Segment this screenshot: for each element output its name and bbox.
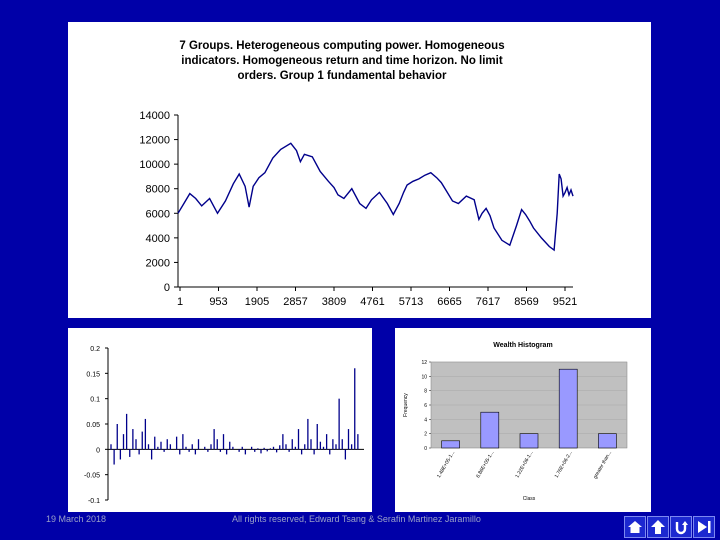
histogram-ylabel: Frequency xyxy=(403,393,409,417)
histogram-category-label: 1.22E+06-1... xyxy=(514,450,534,479)
footer-date: 19 March 2018 xyxy=(46,514,107,524)
return-button[interactable] xyxy=(670,516,692,538)
chart-title-line-2: indicators. Homogeneous return and time … xyxy=(181,55,503,67)
y-tick-label: 14000 xyxy=(139,110,170,122)
up-arrow-icon xyxy=(651,520,665,534)
y-tick-label: 8000 xyxy=(146,184,170,196)
histogram-y-tick-label: 8 xyxy=(424,389,427,395)
wealth-histogram: Wealth Histogram 0 2 4 6 8 10 12 1.48E+05-1...… xyxy=(395,328,651,512)
histogram-category-label: 1.76E+06-2... xyxy=(554,450,574,479)
x-tick-label: 7617 xyxy=(476,296,500,308)
histogram-xlabel: Class xyxy=(523,496,536,502)
histogram-y-tick-label: 12 xyxy=(421,360,427,366)
line-chart-svg: 7 Groups. Heterogeneous computing power.… xyxy=(139,40,577,308)
x-tick-label: 4761 xyxy=(360,296,384,308)
end-button[interactable] xyxy=(693,516,715,538)
footer-copyright: All rights reserved, Edward Tsang & Sera… xyxy=(232,514,481,524)
x-tick-label: 1 xyxy=(177,296,183,308)
histogram-bar xyxy=(558,368,578,449)
returns-y-tick-label: 0 xyxy=(96,447,100,454)
returns-y-tick-label: 0.2 xyxy=(90,346,100,353)
x-tick-label: 5713 xyxy=(399,296,423,308)
x-tick-label: 1905 xyxy=(245,296,269,308)
main-line-chart: 7 Groups. Heterogeneous computing power.… xyxy=(68,22,651,318)
x-tick-label: 2857 xyxy=(283,296,307,308)
histogram-y-tick-label: 4 xyxy=(424,417,427,423)
y-tick-label: 10000 xyxy=(139,159,170,171)
x-tick-label: 3809 xyxy=(322,296,346,308)
returns-y-tick-label: -0.1 xyxy=(88,498,100,505)
home-button[interactable] xyxy=(624,516,646,538)
histogram-category-label: 1.48E+05-1... xyxy=(436,450,456,479)
histogram-svg: Wealth Histogram 0 2 4 6 8 10 12 1.48E+05-1...… xyxy=(403,342,628,502)
x-tick-label: 9521 xyxy=(553,296,577,308)
histogram-bar xyxy=(598,433,617,449)
returns-chart-svg: 0.2 0.15 0.1 0.05 0 -0.05 -0.1 xyxy=(84,346,364,505)
y-tick-label: 4000 xyxy=(146,233,170,245)
y-tick-label: 0 xyxy=(164,282,170,294)
histogram-bar xyxy=(441,440,460,449)
y-tick-label: 2000 xyxy=(146,257,170,269)
histogram-y-tick-label: 0 xyxy=(424,446,427,452)
x-tick-label: 8569 xyxy=(514,296,538,308)
up-button[interactable] xyxy=(647,516,669,538)
histogram-title: Wealth Histogram xyxy=(493,342,552,349)
histogram-y-tick-label: 10 xyxy=(421,374,427,380)
histogram-y-tick-label: 2 xyxy=(424,432,427,438)
y-tick-label: 12000 xyxy=(139,135,170,147)
end-icon xyxy=(698,521,711,533)
returns-y-tick-label: 0.15 xyxy=(86,371,100,378)
returns-y-tick-label: 0.05 xyxy=(86,422,100,429)
chart-title-line-3: orders. Group 1 fundamental behavior xyxy=(238,70,447,82)
histogram-y-tick-label: 6 xyxy=(424,403,427,409)
returns-chart: 0.2 0.15 0.1 0.05 0 -0.05 -0.1 xyxy=(68,328,372,512)
price-series-line xyxy=(177,142,574,252)
return-icon xyxy=(675,521,688,535)
returns-y-tick-label: 0.1 xyxy=(90,397,100,404)
y-tick-label: 6000 xyxy=(146,208,170,220)
slide-navigation xyxy=(624,516,716,538)
x-tick-label: 6665 xyxy=(437,296,461,308)
x-tick-label: 953 xyxy=(209,296,227,308)
histogram-category-label: greater than... xyxy=(592,450,613,480)
histogram-category-label: 6.86E+05-1... xyxy=(475,450,495,479)
histogram-bar xyxy=(519,433,539,449)
home-icon xyxy=(628,521,642,533)
histogram-bar xyxy=(480,411,500,449)
chart-title-line-1: 7 Groups. Heterogeneous computing power.… xyxy=(179,40,504,52)
returns-y-tick-label: -0.05 xyxy=(84,473,100,480)
